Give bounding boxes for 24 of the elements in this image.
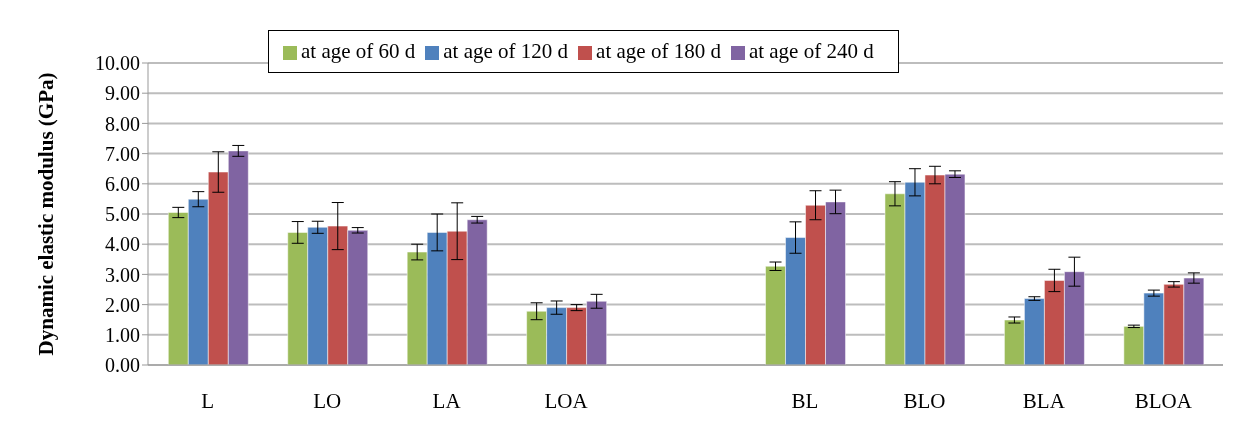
y-tick-label: 5.00 xyxy=(105,203,140,226)
y-tick-label: 8.00 xyxy=(105,112,140,135)
x-tick-label: BLA xyxy=(1022,388,1066,413)
x-tick-label: LO xyxy=(313,388,342,413)
y-tick-label: 6.00 xyxy=(105,172,140,195)
x-tick-label: BLOA xyxy=(1134,388,1193,413)
legend-label: at age of 60 d xyxy=(301,39,416,63)
y-axis-title: Dynamic elastic modulus (GPa) xyxy=(34,72,59,356)
x-tick-label: L xyxy=(201,388,215,413)
x-tick-label: LOA xyxy=(544,388,589,413)
y-tick-label: 9.00 xyxy=(105,82,140,105)
y-tick-label: 4.00 xyxy=(105,233,140,256)
y-tick-label: 0.00 xyxy=(105,354,140,377)
y-tick-label: 3.00 xyxy=(105,263,140,286)
y-tick-label: 10.00 xyxy=(95,52,140,75)
legend-label: at age of 180 d xyxy=(596,39,721,63)
legend-label: at age of 120 d xyxy=(443,39,569,63)
y-tick-label: 7.00 xyxy=(105,142,140,165)
legend-label: at age of 240 d xyxy=(748,39,874,63)
y-tick-label: 2.00 xyxy=(105,293,140,316)
x-tick-label: BLO xyxy=(903,388,946,413)
x-tick-label: LA xyxy=(432,388,462,413)
x-tick-label: BL xyxy=(791,388,819,413)
y-tick-label: 1.00 xyxy=(105,323,140,346)
